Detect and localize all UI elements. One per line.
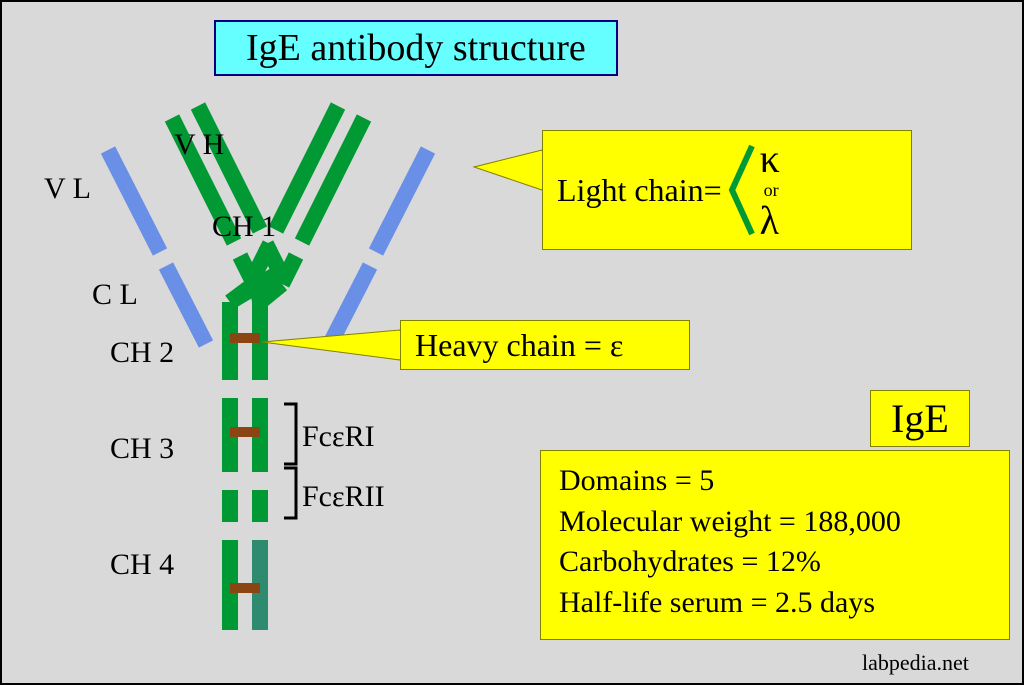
label-ch4: CH 4 [110, 548, 174, 582]
source-label: labpedia.net [862, 650, 969, 676]
info-halflife: Half-life serum = 2.5 days [559, 583, 991, 624]
label-vh: V H [174, 128, 224, 162]
diagram-canvas: IgE antibody structure V L V H CH 1 C L … [0, 0, 1024, 685]
label-ch2: CH 2 [110, 336, 174, 370]
callout-heavy-chain: Heavy chain = ε [400, 320, 690, 370]
lambda-symbol: λ [760, 201, 779, 241]
info-box: Domains = 5 Molecular weight = 188,000 C… [540, 450, 1010, 640]
ige-tag: IgE [870, 390, 970, 447]
label-ch3: CH 3 [110, 432, 174, 466]
label-cl: C L [92, 278, 138, 312]
or-text: or [764, 181, 779, 199]
label-vl: V L [44, 172, 91, 206]
title-text: IgE antibody structure [246, 27, 586, 69]
heavy-chain-text: Heavy chain = ε [415, 327, 623, 364]
callout-light-chain: Light chain= κ or λ [542, 130, 912, 250]
info-domains: Domains = 5 [559, 461, 991, 502]
info-carbs: Carbohydrates = 12% [559, 542, 991, 583]
label-fceri: FcεRI [302, 420, 375, 454]
title-box: IgE antibody structure [214, 20, 618, 76]
kappa-symbol: κ [760, 139, 780, 179]
label-ch1: CH 1 [212, 210, 276, 244]
label-fcerii: FcεRII [302, 480, 385, 514]
light-chain-prefix: Light chain= [557, 172, 722, 209]
info-mw: Molecular weight = 188,000 [559, 502, 991, 543]
light-chain-bracket-icon [726, 142, 756, 238]
